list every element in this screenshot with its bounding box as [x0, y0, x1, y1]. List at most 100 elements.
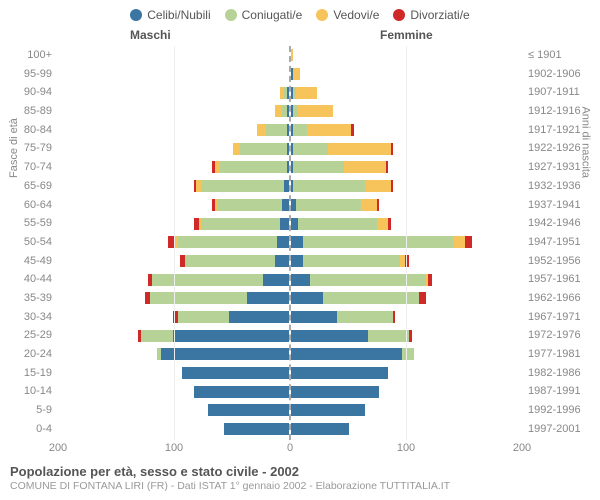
bar-segment [287, 161, 289, 173]
bar-male [193, 179, 290, 193]
bar-female [290, 347, 415, 361]
bar-segment [298, 218, 377, 230]
bar-segment [291, 255, 303, 267]
bar-segment [208, 404, 289, 416]
age-label: 15-19 [10, 364, 58, 383]
bar-area [58, 345, 522, 364]
age-label: 100+ [10, 46, 58, 65]
bar-male [223, 422, 290, 436]
bar-half-female [290, 121, 522, 140]
bar-segment [293, 68, 300, 80]
bar-segment [185, 255, 275, 267]
bar-segment [453, 236, 465, 248]
legend: Celibi/Nubili Coniugati/e Vedovi/e Divorzia… [10, 8, 590, 22]
birth-year-label: 1982-1986 [522, 364, 590, 383]
bar-segment [178, 311, 229, 323]
bar-half-male [58, 102, 290, 121]
bar-half-female [290, 289, 522, 308]
bar-segment [293, 143, 328, 155]
legend-item: Coniugati/e [225, 8, 303, 22]
birth-year-label: 1917-1921 [522, 121, 590, 140]
bar-segment [201, 180, 285, 192]
bar-segment [465, 236, 472, 248]
bar-half-female [290, 270, 522, 289]
age-label: 75-79 [10, 139, 58, 158]
bar-half-male [58, 177, 290, 196]
bar-segment [293, 180, 365, 192]
bar-half-male [58, 364, 290, 383]
bar-segment [291, 367, 388, 379]
bar-female [290, 198, 380, 212]
pyramid-row: 25-291972-1976 [10, 326, 590, 345]
pyramid-row: 45-491952-1956 [10, 252, 590, 271]
bar-area [58, 289, 522, 308]
bar-male [207, 403, 290, 417]
bar-segment [150, 292, 247, 304]
legend-label: Divorziati/e [410, 8, 469, 22]
bar-male [232, 142, 290, 156]
bar-segment [377, 199, 379, 211]
birth-year-label: 1932-1936 [522, 177, 590, 196]
bar-area [58, 196, 522, 215]
bar-segment [405, 255, 410, 267]
bar-segment [141, 330, 173, 342]
population-pyramid-chart: Celibi/Nubili Coniugati/e Vedovi/e Divorzia… [0, 0, 600, 500]
bar-area [58, 158, 522, 177]
legend-label: Coniugati/e [242, 8, 303, 22]
legend-label: Celibi/Nubili [147, 8, 210, 22]
legend-label: Vedovi/e [333, 8, 379, 22]
legend-item: Celibi/Nubili [130, 8, 210, 22]
bar-segment [386, 161, 388, 173]
bar-half-male [58, 158, 290, 177]
bar-segment [182, 367, 289, 379]
birth-year-label: ≤ 1901 [522, 46, 590, 65]
pyramid-row: 0-41997-2001 [10, 420, 590, 439]
bar-segment [296, 87, 317, 99]
bar-female [290, 310, 396, 324]
bar-half-female [290, 65, 522, 84]
birth-year-label: 1997-2001 [522, 420, 590, 439]
bar-half-female [290, 345, 522, 364]
bar-area [58, 139, 522, 158]
bar-male [167, 235, 290, 249]
bar-segment [280, 218, 289, 230]
age-label: 95-99 [10, 65, 58, 84]
pyramid-row: 100+ ≤ 1901 [10, 46, 590, 65]
age-label: 20-24 [10, 345, 58, 364]
bar-half-male [58, 270, 290, 289]
bar-segment [393, 311, 395, 323]
bar-half-female [290, 382, 522, 401]
gender-headers: Maschi Femmine [10, 28, 590, 44]
bar-segment [282, 199, 289, 211]
bar-half-female [290, 83, 522, 102]
age-label: 40-44 [10, 270, 58, 289]
bar-half-male [58, 326, 290, 345]
birth-year-label: 1967-1971 [522, 308, 590, 327]
birth-year-label: 1927-1931 [522, 158, 590, 177]
bar-half-male [58, 65, 290, 84]
bar-segment [361, 199, 377, 211]
bar-male [279, 86, 290, 100]
bar-female [290, 273, 433, 287]
bar-female [290, 48, 294, 62]
bar-segment [291, 423, 349, 435]
bar-area [58, 420, 522, 439]
bar-segment [287, 143, 289, 155]
bar-segment [201, 218, 280, 230]
pyramid-row: 90-941907-1911 [10, 83, 590, 102]
bar-half-male [58, 233, 290, 252]
caption: Popolazione per età, sesso e stato civil… [10, 464, 590, 492]
bar-half-male [58, 308, 290, 327]
bar-male [211, 198, 290, 212]
bar-male [211, 160, 290, 174]
bar-area [58, 233, 522, 252]
birth-year-label: 1977-1981 [522, 345, 590, 364]
bar-segment [194, 386, 289, 398]
bar-half-female [290, 308, 522, 327]
bar-male [193, 217, 290, 231]
bar-segment [217, 199, 282, 211]
chart-subtitle: COMUNE DI FONTANA LIRI (FR) - Dati ISTAT… [10, 480, 590, 492]
bar-segment [257, 124, 266, 136]
bar-segment [229, 311, 289, 323]
bar-segment [287, 87, 289, 99]
